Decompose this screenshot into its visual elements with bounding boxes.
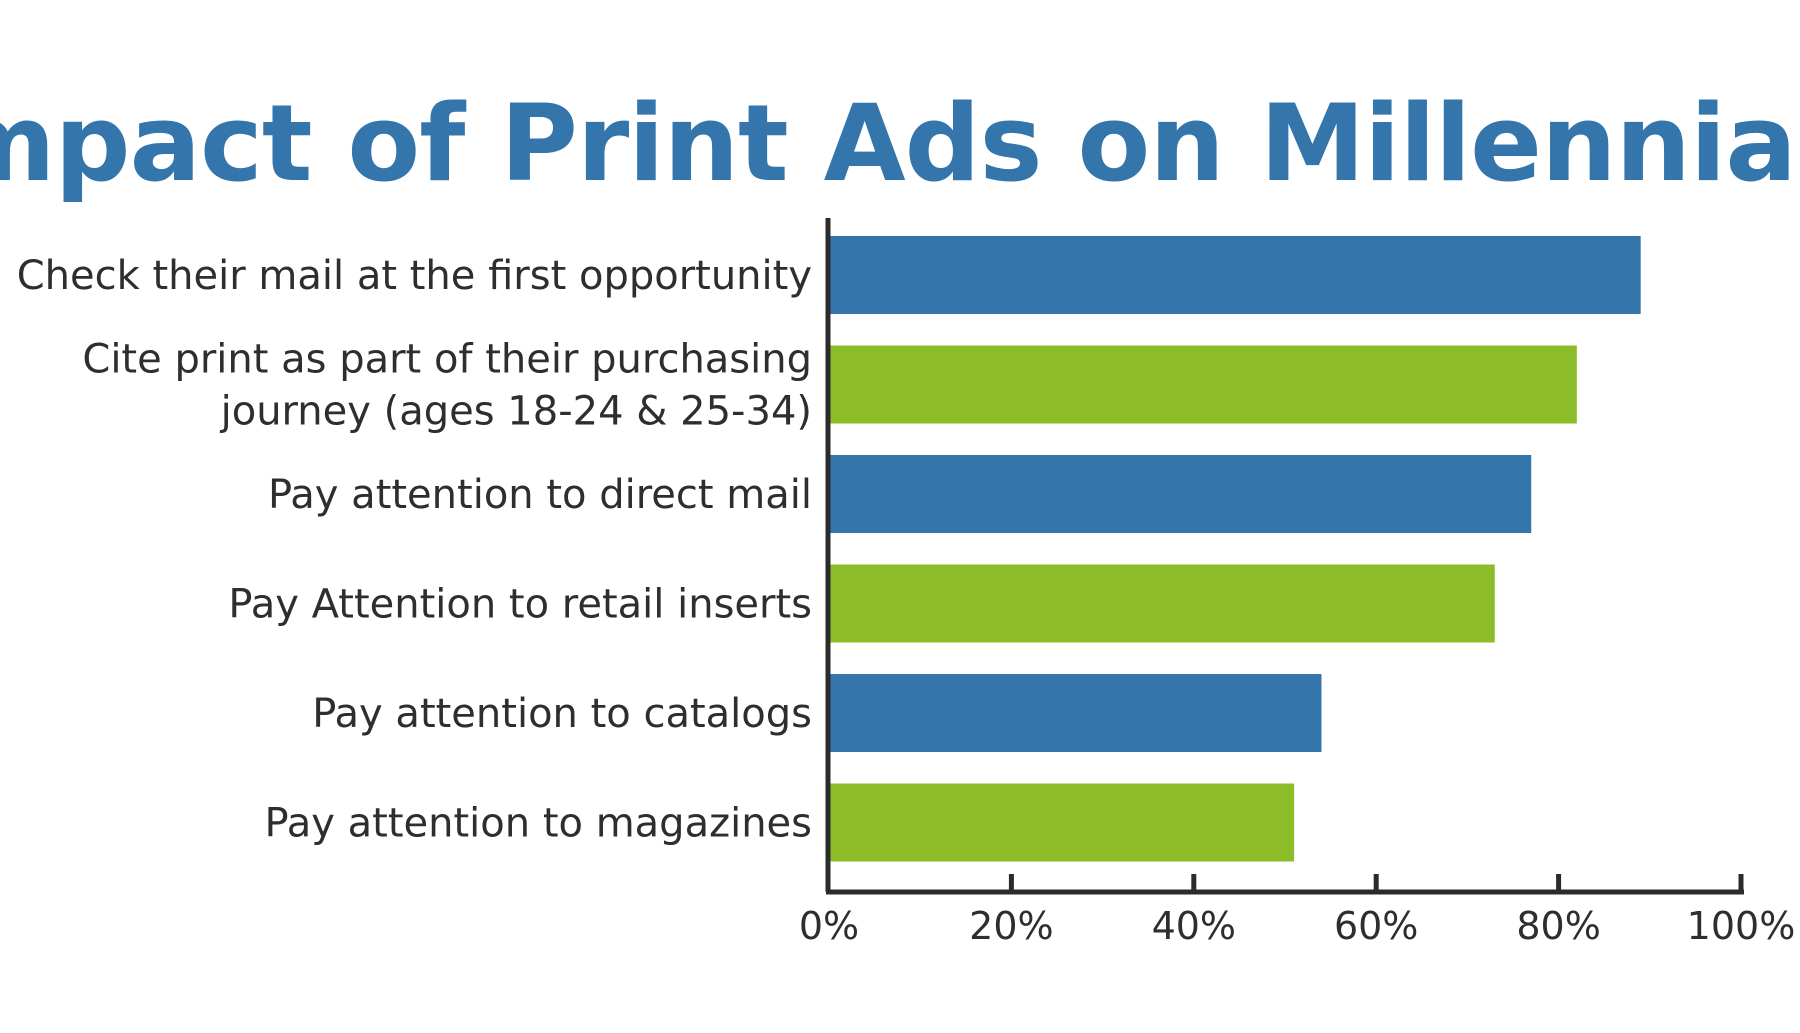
category-label: Pay attention to magazines bbox=[264, 801, 812, 847]
bars-layer bbox=[829, 236, 1641, 862]
x-tick-label: 100% bbox=[1687, 904, 1796, 948]
x-tick-label: 40% bbox=[1152, 904, 1236, 948]
bar bbox=[829, 455, 1532, 533]
category-labels: Check their mail at the first opportunit… bbox=[17, 253, 812, 847]
category-label: Pay attention to direct mail bbox=[268, 472, 812, 518]
category-label: Pay Attention to retail inserts bbox=[228, 582, 812, 628]
x-tick-label: 80% bbox=[1516, 904, 1600, 948]
bar bbox=[829, 236, 1641, 314]
x-tick-label: 20% bbox=[969, 904, 1053, 948]
axes: 0% 20% 40% 60% 80% 100% bbox=[799, 218, 1795, 948]
bar bbox=[829, 345, 1577, 424]
category-label: Pay attention to catalogs bbox=[312, 691, 812, 737]
x-tick-label: 0% bbox=[799, 904, 859, 948]
chart-title: Impact of Print Ads on Millennials bbox=[0, 82, 1800, 205]
x-tick-label: 60% bbox=[1334, 904, 1418, 948]
category-label: journey (ages 18-24 & 25-34) bbox=[220, 389, 812, 435]
category-label: Check their mail at the first opportunit… bbox=[17, 253, 812, 299]
bar bbox=[829, 564, 1495, 643]
bar bbox=[829, 783, 1295, 862]
bar bbox=[829, 674, 1322, 752]
category-label: Cite print as part of their purchasing bbox=[82, 337, 812, 383]
